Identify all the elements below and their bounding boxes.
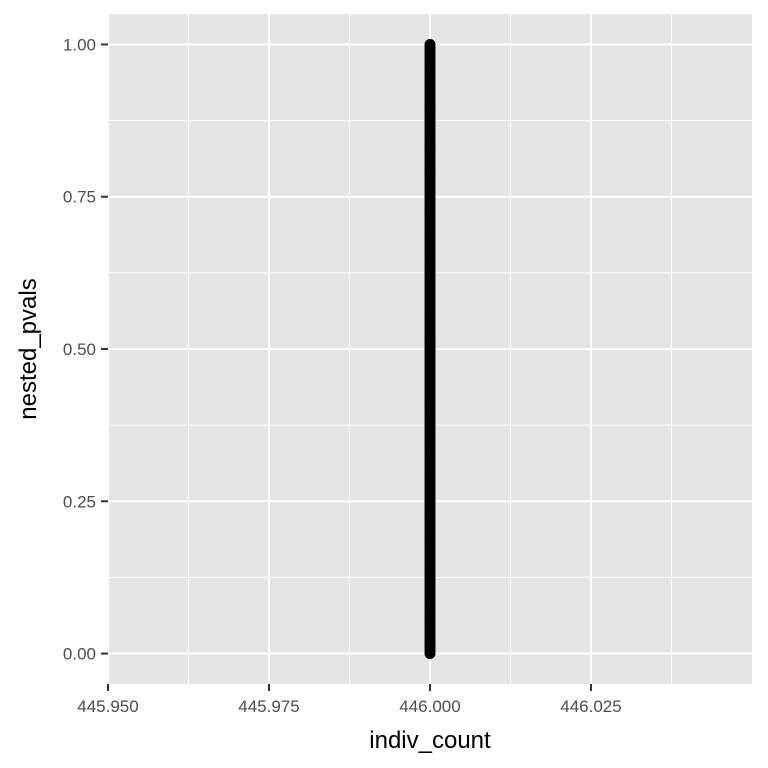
y-axis: 0.00 0.25 0.50 0.75 1.00 [63,35,108,664]
y-tick-label: 0.50 [63,340,96,359]
x-axis: 445.950 445.975 446.000 446.025 [77,684,622,716]
data-point [424,38,436,50]
x-tick-label: 445.975 [238,697,299,716]
y-tick-label: 1.00 [63,35,96,54]
y-tick-label: 0.75 [63,188,96,207]
x-tick-label: 445.950 [77,697,138,716]
y-axis-title: nested_pvals [15,278,42,419]
y-tick-label: 0.00 [63,645,96,664]
data-points [424,38,436,660]
x-tick-label: 446.025 [560,697,621,716]
x-tick-label: 446.000 [399,697,460,716]
y-tick-label: 0.25 [63,492,96,511]
x-axis-title: indiv_count [369,727,491,754]
